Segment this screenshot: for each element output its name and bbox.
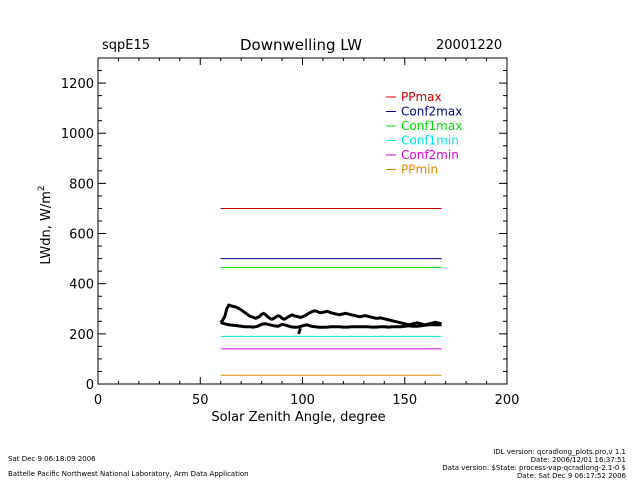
data-series-1 [219, 303, 442, 327]
legend-label-conf2max: Conf2max [401, 105, 462, 119]
legend-label-ppmax: PPmax [401, 90, 442, 104]
y-axis-label: LWdn, W/m2 [37, 185, 54, 264]
footer-idl-version: IDL version: qcradlong_plots.pro,v 1.1 [493, 448, 626, 456]
y-tick-label: 800 [69, 177, 94, 192]
x-tick-label: 50 [192, 393, 209, 408]
x-tick-label: 0 [94, 393, 102, 408]
chart-title: Downwelling LW [240, 36, 363, 54]
footer-data-date: Date: Sat Dec 9 06:17:52 2006 [517, 472, 626, 480]
legend-label-conf1min: Conf1min [401, 134, 459, 148]
x-tick-label: 200 [495, 393, 520, 408]
footer-data-version: Data version: $State: process-vap-qcradl… [442, 464, 626, 472]
y-tick-label: 200 [69, 328, 94, 343]
legend-label-conf2min: Conf2min [401, 148, 459, 162]
legend-label-conf1max: Conf1max [401, 119, 462, 133]
y-tick-label: 1200 [61, 77, 94, 92]
site-label: sqpE15 [102, 38, 151, 53]
y-tick-label: 1000 [61, 127, 94, 142]
footer-timestamp: Sat Dec 9 06:18:09 2006 [8, 455, 96, 463]
y-tick-label: 400 [69, 278, 94, 293]
y-tick-label: 0 [86, 378, 94, 393]
y-tick-label: 600 [69, 228, 94, 243]
data-series-2 [220, 321, 442, 329]
y-axis-label-superscript: 2 [37, 185, 47, 191]
footer-organization: Battelle Pacific Northwest National Labo… [8, 470, 249, 478]
x-tick-label: 150 [392, 393, 417, 408]
footer-idl-date: Date: 2006/12/01 16:37:51 [530, 456, 626, 464]
data-series-3 [297, 327, 302, 335]
date-label: 20001220 [436, 38, 503, 53]
x-axis-label: Solar Zenith Angle, degree [211, 410, 385, 425]
x-tick-label: 100 [290, 393, 315, 408]
legend-label-ppmin: PPmin [401, 163, 438, 177]
